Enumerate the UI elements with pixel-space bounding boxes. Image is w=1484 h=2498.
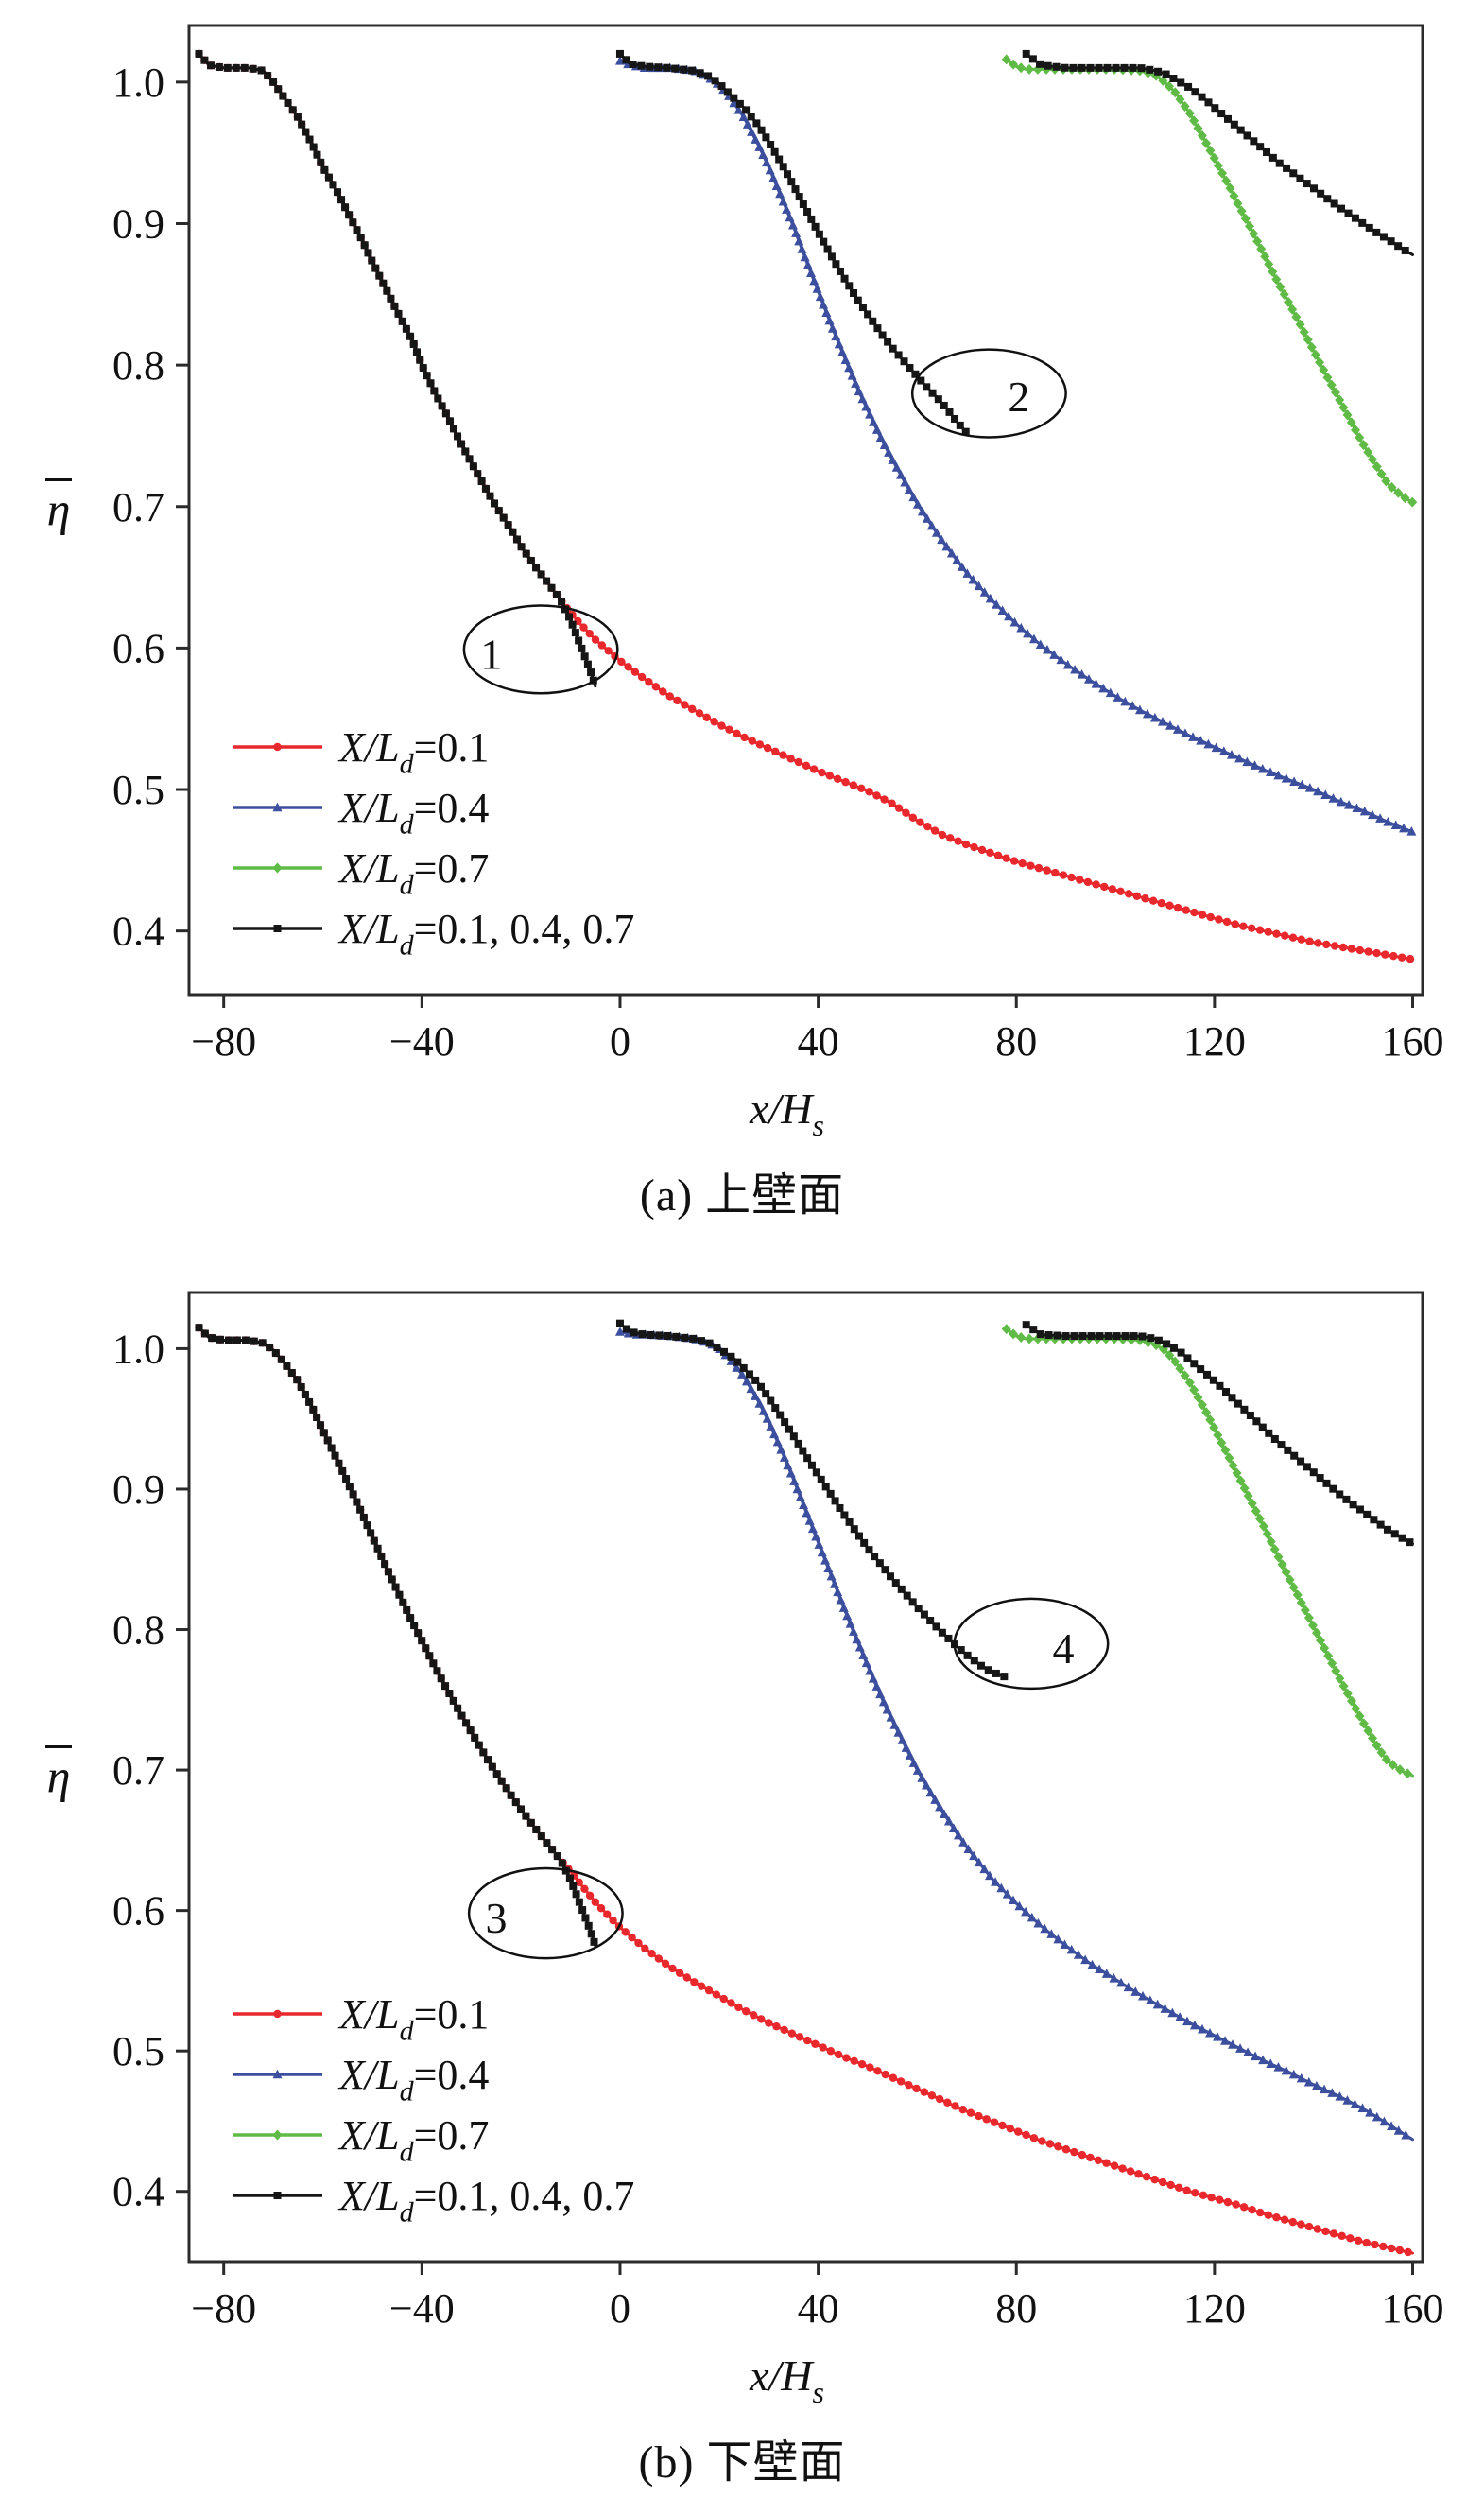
y-tick-label: 0.6	[112, 625, 164, 671]
series-combined-seg2	[615, 49, 970, 436]
annotation-1: 1	[462, 604, 619, 695]
series-xld-0.7	[1001, 54, 1418, 508]
y-tick-label: 1.0	[112, 1326, 164, 1372]
annotation-number: 2	[1008, 373, 1029, 421]
x-tick-label: 0	[610, 2285, 630, 2332]
y-tick-label: 0.9	[112, 1466, 164, 1513]
x-tick-label: 40	[798, 1018, 839, 1065]
rich-label: X/Ld=0.4	[337, 785, 489, 840]
rich-label: X/Ld=0.7	[337, 2112, 489, 2167]
y-tick-label: 0.8	[112, 342, 164, 389]
legend-item-4: X/Ld=0.1, 0.4, 0.7	[233, 906, 634, 961]
y-tick-label: 0.4	[112, 909, 164, 955]
y-axis-label: η	[47, 483, 71, 536]
x-tick-label: −40	[389, 2285, 455, 2332]
x-tick-label: 160	[1382, 2285, 1444, 2332]
chart-a-caption: (a) 上壁面	[639, 1171, 845, 1221]
figure-panel: −80 −40 0 40 80 120 160 0.4 0.5 0.6 0.7 0.8 0.9 1.0 X/…	[0, 11, 1484, 2490]
rich-label: X/Ld=0.1	[337, 1991, 489, 2046]
y-tick-label: 0.8	[112, 1607, 164, 1654]
chart-svg-a: −80 −40 0 40 80 120 160 0.4 0.5 0.6 0.7 0.8 0.9 1.0 X/…	[45, 24, 1444, 1142]
series-combined-seg3	[1022, 1321, 1414, 1547]
series-combined-seg2	[615, 1319, 1009, 1681]
annotation-3: 3	[467, 1866, 624, 1960]
x-axis-label: x/Hs	[749, 2351, 824, 2409]
legend: X/Ld=0.1 X/Ld=0.4X/Ld=0.7 X/Ld=0.1, 0.4, 0…	[233, 724, 634, 961]
x-tick-label: 120	[1183, 1018, 1246, 1065]
y-tick-label: 1.0	[112, 60, 164, 106]
chart-b-plot: −80 −40 0 40 80 120 160 0.4 0.5 0.6 0.7 0.8 0.9 1.0 X/…	[0, 1278, 1484, 2413]
y-tick-label: 0.7	[112, 1747, 164, 1794]
rich-label: X/Ld=0.4	[337, 2052, 489, 2107]
x-tick-label: 80	[995, 2285, 1037, 2332]
plot-border	[187, 1291, 1424, 2264]
legend-item-2: X/Ld=0.4	[233, 2052, 489, 2107]
rich-label: X/Ld=0.1	[337, 724, 489, 779]
x-axis-label: x/Hs	[749, 1084, 824, 1142]
series-xld-0.7	[1001, 1324, 1414, 1779]
x-tick-label: −80	[191, 2285, 256, 2332]
annotation-2: 2	[910, 348, 1067, 439]
y-tick-label: 0.5	[112, 2028, 164, 2074]
series-combined-seg1	[195, 1324, 598, 1948]
legend: X/Ld=0.1 X/Ld=0.4X/Ld=0.7 X/Ld=0.1, 0.4, 0…	[233, 1991, 634, 2228]
legend-item-4: X/Ld=0.1, 0.4, 0.7	[233, 2173, 634, 2228]
axis-ticks: −80 −40 0 40 80 120 160 0.4 0.5 0.6 0.7 0.8 0.9 1.0	[112, 1326, 1444, 2332]
series-combined-seg1	[195, 49, 597, 688]
series-xld-0.4	[614, 1327, 1414, 2142]
chart-b-caption: (b) 下壁面	[638, 2437, 846, 2488]
chart-a-plot: −80 −40 0 40 80 120 160 0.4 0.5 0.6 0.7 0.8 0.9 1.0 X/…	[0, 11, 1484, 1146]
annotation-number: 1	[480, 630, 502, 678]
x-tick-label: −40	[389, 1018, 455, 1065]
legend-item-3: X/Ld=0.7	[233, 845, 489, 900]
rich-label: X/Ld=0.7	[337, 845, 489, 900]
y-tick-label: 0.9	[112, 200, 164, 247]
legend-item-2: X/Ld=0.4	[233, 785, 489, 840]
rich-label: X/Ld=0.1, 0.4, 0.7	[337, 2173, 634, 2228]
y-tick-label: 0.4	[112, 2169, 164, 2215]
plot-border	[187, 24, 1424, 997]
legend-item-1: X/Ld=0.1	[233, 1991, 489, 2046]
legend-item-3: X/Ld=0.7	[233, 2112, 489, 2167]
x-tick-label: 160	[1382, 1018, 1444, 1065]
y-tick-label: 0.6	[112, 1888, 164, 1934]
chart-b: −80 −40 0 40 80 120 160 0.4 0.5 0.6 0.7 0.8 0.9 1.0 X/…	[0, 1278, 1484, 2490]
annotation-number: 4	[1053, 1624, 1075, 1673]
annotation-number: 3	[485, 1894, 507, 1942]
y-axis-label: η	[47, 1750, 71, 1803]
x-tick-label: 120	[1183, 2285, 1246, 2332]
chart-a: −80 −40 0 40 80 120 160 0.4 0.5 0.6 0.7 0.8 0.9 1.0 X/…	[0, 11, 1484, 1223]
x-tick-label: 0	[610, 1018, 630, 1065]
rich-label: X/Ld=0.1, 0.4, 0.7	[337, 906, 634, 961]
legend-item-1: X/Ld=0.1	[233, 724, 489, 779]
chart-svg-b: −80 −40 0 40 80 120 160 0.4 0.5 0.6 0.7 0.8 0.9 1.0 X/…	[45, 1291, 1444, 2409]
y-tick-label: 0.7	[112, 484, 164, 530]
x-tick-label: −80	[191, 1018, 256, 1065]
axis-ticks: −80 −40 0 40 80 120 160 0.4 0.5 0.6 0.7 0.8 0.9 1.0	[112, 60, 1444, 1065]
annotation-4: 4	[953, 1597, 1110, 1691]
x-tick-label: 80	[995, 1018, 1037, 1065]
x-tick-label: 40	[798, 2285, 839, 2332]
series-combined-seg3	[1022, 49, 1414, 256]
y-tick-label: 0.5	[112, 767, 164, 813]
